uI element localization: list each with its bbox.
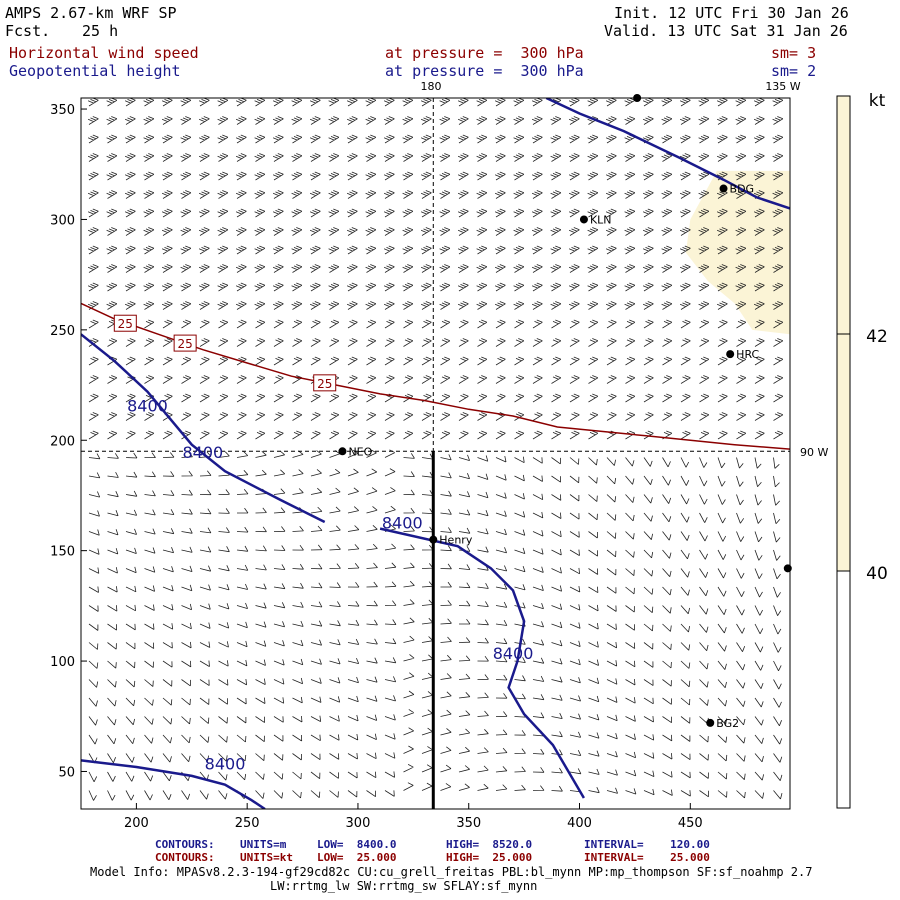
height-contour-0 [81, 333, 326, 524]
station-marker-unnamed-6 [783, 564, 792, 573]
plot-frame [80, 97, 791, 810]
height-contour-3 [545, 98, 790, 210]
speed-label-box-2 [313, 374, 337, 392]
station-label-BG2: BG2 [716, 717, 739, 730]
top-center-label: 180 [421, 80, 442, 93]
y-tick-label-100: 100 [50, 655, 75, 670]
height-contour-label-0: 8400 [127, 397, 168, 416]
y-tick-label-150: 150 [50, 545, 75, 560]
speed-contour-label-1: 25 [177, 337, 192, 351]
colorbar: kt 42 40 [836, 91, 888, 809]
contours1-units: UNITS=m [240, 838, 287, 851]
x-tick-label-400: 400 [567, 816, 592, 831]
height-contour-1 [379, 527, 585, 799]
station-marker-Henry [429, 535, 438, 544]
contours2-label: CONTOURS: [155, 851, 215, 864]
contours2-low: LOW= 25.000 [317, 851, 397, 864]
forecast-value: 25 h [82, 22, 119, 40]
contours2-units: UNITS=kt [240, 851, 293, 864]
height-contour-label-2: 8400 [382, 514, 423, 533]
reference-lines [81, 98, 790, 809]
contours2-interval: INTERVAL= 25.000 [584, 851, 710, 864]
speed-contour-label-0: 25 [118, 317, 133, 331]
height-contour-label-4: 8400 [205, 754, 246, 773]
y-tick-label-50: 50 [58, 765, 75, 780]
field1-smoothing: sm= 3 [771, 44, 817, 62]
colorbar-frame [836, 95, 851, 809]
model-title: AMPS 2.67-km WRF SP [5, 4, 177, 22]
y-tick-label-300: 300 [50, 213, 75, 228]
wind-barbs-layer [87, 98, 784, 801]
y-tick-label-350: 350 [50, 103, 75, 118]
contours1-high: HIGH= 8520.0 [446, 838, 533, 851]
wind-barbs [87, 98, 784, 801]
colorbar-tick-42: 42 [866, 327, 888, 347]
station-marker-NEO [338, 447, 347, 456]
field2-name: Geopotential height [9, 62, 181, 80]
station-marker-BDG [719, 184, 728, 193]
height-contour-label-3: 8400 [493, 644, 534, 663]
x-tick-label-350: 350 [456, 816, 481, 831]
station-marker-BG2 [706, 718, 715, 727]
y-tick-label-250: 250 [50, 324, 75, 339]
stations-layer: BDG KLN HRC NEO Henry BG2 [338, 94, 792, 730]
speed-label-box-1 [173, 334, 197, 352]
station-marker-HRC [726, 350, 735, 359]
contours1-interval: INTERVAL= 120.00 [584, 838, 710, 851]
field2-smoothing: sm= 2 [771, 62, 817, 80]
model-info-2: LW:rrtmg_lw SW:rrtmg_sw SFLAY:sf_mynn [270, 879, 538, 893]
field2-level: at pressure = 300 hPa [385, 62, 584, 80]
station-label-Henry: Henry [439, 534, 473, 547]
station-label-NEO: NEO [348, 445, 372, 458]
station-label-HRC: HRC [736, 348, 759, 361]
colorbar-fill-lower [837, 571, 850, 808]
height-contour-2 [81, 759, 266, 809]
y-tick-label-200: 200 [50, 434, 75, 449]
colorbar-unit: kt [869, 91, 886, 111]
forecast-label: Fcst. [5, 22, 51, 40]
contours-layer: 8400 8400 8400 8400 8400 25 25 25 [81, 98, 790, 809]
valid-time: Valid. 13 UTC Sat 31 Jan 26 [604, 22, 848, 40]
x-tick-label-450: 450 [678, 816, 703, 831]
field1-name: Horizontal wind speed [9, 44, 199, 62]
x-tick-label-200: 200 [124, 816, 149, 831]
contours1-low: LOW= 8400.0 [317, 838, 397, 851]
station-label-BDG: BDG [730, 183, 755, 196]
station-marker-KLN [579, 215, 588, 224]
model-info: Model Info: MPASv8.2.3-194-gf29cd82c CU:… [90, 865, 813, 879]
axis-ticks: 200 250 300 350 400 450 50 100 150 200 250 300 350 [50, 103, 703, 831]
height-contour-label-1: 8400 [183, 443, 224, 462]
right-mid-label: 90 W [800, 446, 828, 459]
speed-contour-label-2: 25 [317, 377, 332, 391]
contours1-label: CONTOURS: [155, 838, 215, 851]
top-right-label: 135 W [765, 80, 800, 93]
speed-label-box-0 [113, 314, 137, 332]
colorbar-tick-40: 40 [866, 564, 888, 584]
field1-level: at pressure = 300 hPa [385, 44, 584, 62]
x-tick-label-300: 300 [346, 816, 371, 831]
contours2-high: HIGH= 25.000 [446, 851, 533, 864]
x-tick-label-250: 250 [235, 816, 260, 831]
init-time: Init. 12 UTC Fri 30 Jan 26 [614, 4, 849, 22]
station-label-KLN: KLN [590, 213, 612, 226]
